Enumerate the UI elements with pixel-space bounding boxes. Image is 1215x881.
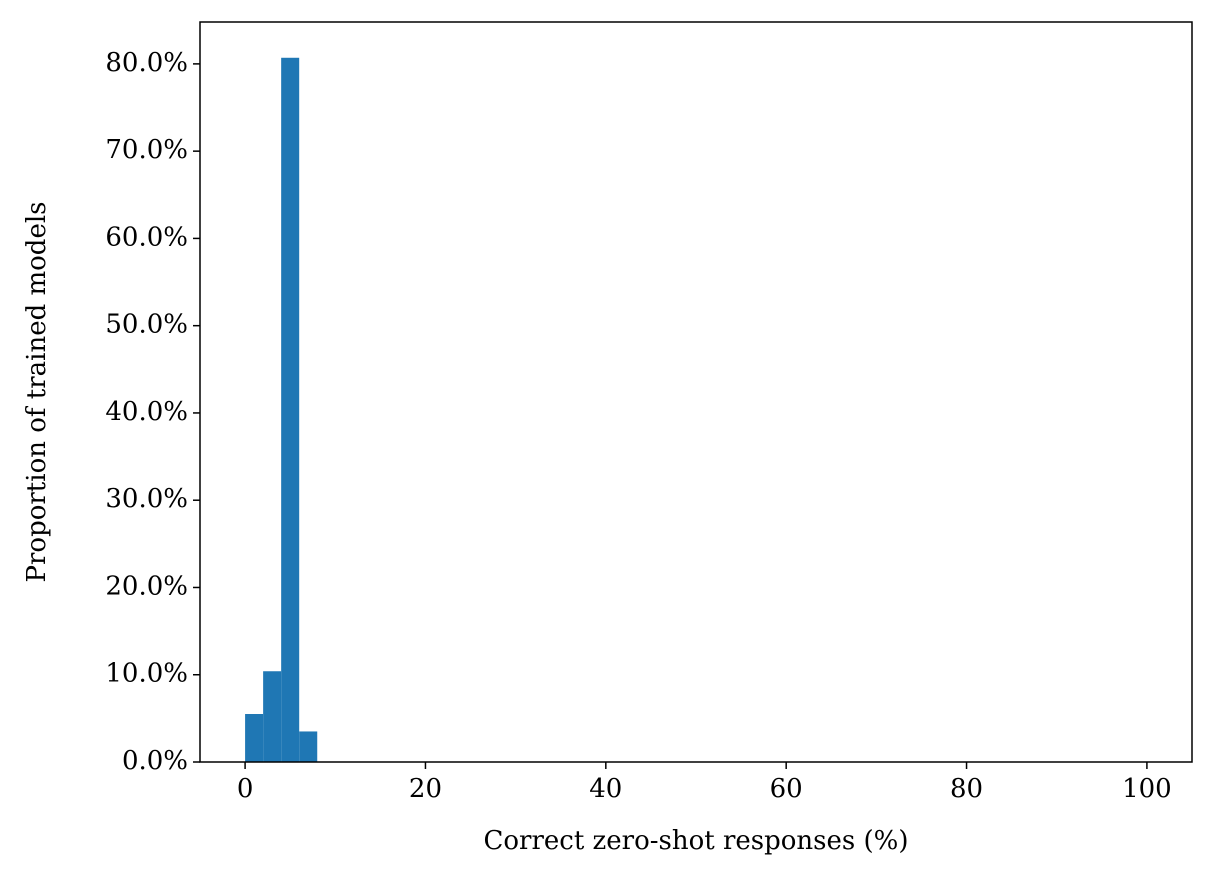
bar — [245, 714, 264, 762]
plot-frame — [199, 21, 1193, 763]
x-tick-label: 40 — [589, 774, 622, 804]
y-tick-label: 80.0% — [105, 48, 188, 78]
x-tick-label: 100 — [1122, 774, 1172, 804]
y-tick-label: 20.0% — [105, 571, 188, 601]
x-tick-label: 80 — [950, 774, 983, 804]
x-tick-label: 60 — [770, 774, 803, 804]
bar — [281, 57, 300, 762]
y-tick-label: 40.0% — [105, 397, 188, 427]
bar — [299, 731, 318, 762]
y-tick-label: 30.0% — [105, 484, 188, 514]
y-tick-label: 60.0% — [105, 222, 188, 252]
x-tick-label: 20 — [409, 774, 442, 804]
y-tick-label: 10.0% — [105, 659, 188, 689]
y-tick-label: 0.0% — [122, 746, 188, 776]
x-axis-label: Correct zero-shot responses (%) — [483, 826, 908, 856]
y-axis-label: Proportion of trained models — [22, 202, 52, 583]
y-tick-label: 50.0% — [105, 310, 188, 340]
y-tick-label: 70.0% — [105, 135, 188, 165]
x-tick-label: 0 — [237, 774, 254, 804]
bar — [263, 671, 282, 762]
